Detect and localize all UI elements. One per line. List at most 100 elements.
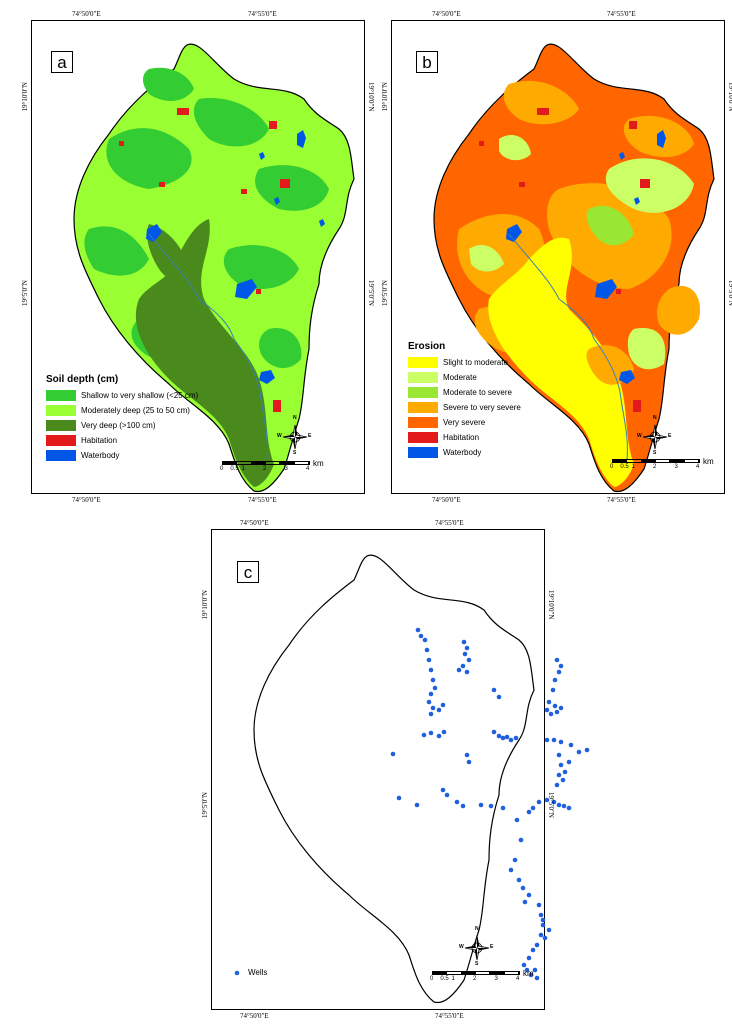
well-point	[432, 685, 438, 691]
well-point	[536, 799, 542, 805]
well-point	[426, 699, 432, 705]
coord-label-lon-bottom: 74°50'0"E	[240, 1012, 269, 1020]
well-point	[428, 691, 434, 697]
well-point	[440, 787, 446, 793]
well-point	[560, 777, 566, 783]
coord-label-lon-bottom: 74°55'0"E	[248, 496, 277, 504]
compass-letter: S	[653, 450, 657, 456]
coord-label-lon-bottom: 74°50'0"E	[432, 496, 461, 504]
legend-item: Moderate to severe	[408, 385, 521, 400]
well-point	[464, 752, 470, 758]
well-point	[526, 809, 532, 815]
coord-label-lon-bottom: 74°55'0"E	[435, 1012, 464, 1020]
well-point	[415, 627, 421, 633]
scale-bar-segments	[612, 459, 700, 463]
well-point	[552, 703, 558, 709]
habitation-patches	[119, 108, 290, 412]
well-point	[426, 657, 432, 663]
well-point	[524, 967, 530, 973]
well-point	[460, 803, 466, 809]
scale-tick-label: 2	[653, 464, 657, 470]
legend-swatch	[46, 420, 76, 431]
well-point	[530, 805, 536, 811]
legend-title-b: Erosion	[408, 341, 446, 352]
well-point	[440, 702, 446, 708]
well-point	[466, 657, 472, 663]
map-panel-a: a	[31, 20, 365, 494]
well-point	[390, 751, 396, 757]
wells-map	[253, 554, 590, 1004]
well-point	[428, 667, 434, 673]
well-point	[496, 694, 502, 700]
well-point	[568, 742, 574, 748]
legend-b: Erosion Slight to moderate Moderate Mode…	[408, 341, 521, 460]
coord-label-lon-top: 74°50'0"E	[72, 10, 101, 18]
scale-tick-label: 0.5	[440, 976, 449, 982]
legend-item: Shallow to very shallow (<25 cm)	[46, 388, 198, 403]
legend-item: Moderately deep (25 to 50 cm)	[46, 403, 198, 418]
legend-swatch	[408, 372, 438, 383]
erosion-map	[433, 43, 715, 493]
compass-letter: W	[637, 433, 642, 439]
well-point	[534, 975, 540, 981]
well-point	[526, 955, 532, 961]
legend-swatch	[46, 435, 76, 446]
well-point	[526, 892, 532, 898]
well-point	[566, 759, 572, 765]
well-point	[584, 747, 590, 753]
well-point	[550, 687, 556, 693]
well-point	[504, 734, 510, 740]
well-point	[456, 667, 462, 673]
well-point	[516, 877, 522, 883]
well-point	[508, 737, 514, 743]
coord-label-lon-top: 74°55'0"E	[248, 10, 277, 18]
well-point	[546, 927, 552, 933]
scale-bar-segments	[222, 461, 310, 465]
well-point	[544, 797, 550, 803]
coord-label-lat-right: 19°10'0"N	[367, 82, 375, 112]
legend-item: Habitation	[46, 433, 198, 448]
compass-letter: N	[293, 415, 297, 421]
well-point	[512, 857, 518, 863]
panel-label-c: c	[237, 561, 259, 583]
well-symbol-icon	[234, 970, 240, 975]
coord-label-lat-left: 19°10'0"N	[21, 82, 29, 112]
compass-letter: E	[668, 433, 672, 439]
stream-line	[508, 233, 628, 460]
well-point	[566, 805, 572, 811]
well-point	[551, 737, 557, 743]
very-deep-soil-valley	[135, 219, 274, 487]
well-point	[561, 803, 567, 809]
well-point	[518, 837, 524, 843]
well-point	[418, 633, 424, 639]
well-point	[424, 647, 430, 653]
well-point	[454, 799, 460, 805]
soil-depth-map	[73, 43, 355, 493]
well-point	[556, 669, 562, 675]
scale-tick-label: 0	[430, 976, 434, 982]
legend-title-a: Soil depth (cm)	[46, 374, 119, 385]
well-point	[538, 912, 544, 918]
scale-tick-label: 3	[674, 464, 678, 470]
well-point	[544, 707, 550, 713]
waterbody-patches	[506, 130, 666, 384]
legend-item: Habitation	[408, 430, 521, 445]
scale-unit-label: km	[703, 457, 714, 466]
well-point	[558, 739, 564, 745]
waterbody-patches	[146, 130, 325, 384]
compass-rose-icon	[282, 424, 308, 450]
coord-label-lat-right: 19°5'0"N	[367, 280, 375, 306]
legend-item: Waterbody	[408, 445, 521, 460]
map-panel-c: c Wells	[211, 529, 590, 1010]
scale-tick-label: 1	[451, 976, 455, 982]
scale-bar: 0 0.5 1 2 3 4 km	[430, 969, 534, 983]
legend-item: Wells	[232, 965, 267, 980]
well-point	[464, 645, 470, 651]
well-point	[540, 917, 546, 923]
scale-tick-label: 0	[220, 466, 224, 472]
scale-tick-label: 3	[284, 466, 288, 472]
coord-label-lat-right: 19°5'0"N	[727, 280, 732, 306]
well-point	[464, 669, 470, 675]
scale-tick-label: 3	[494, 976, 498, 982]
coord-label-lon-top: 74°50'0"E	[240, 519, 269, 527]
